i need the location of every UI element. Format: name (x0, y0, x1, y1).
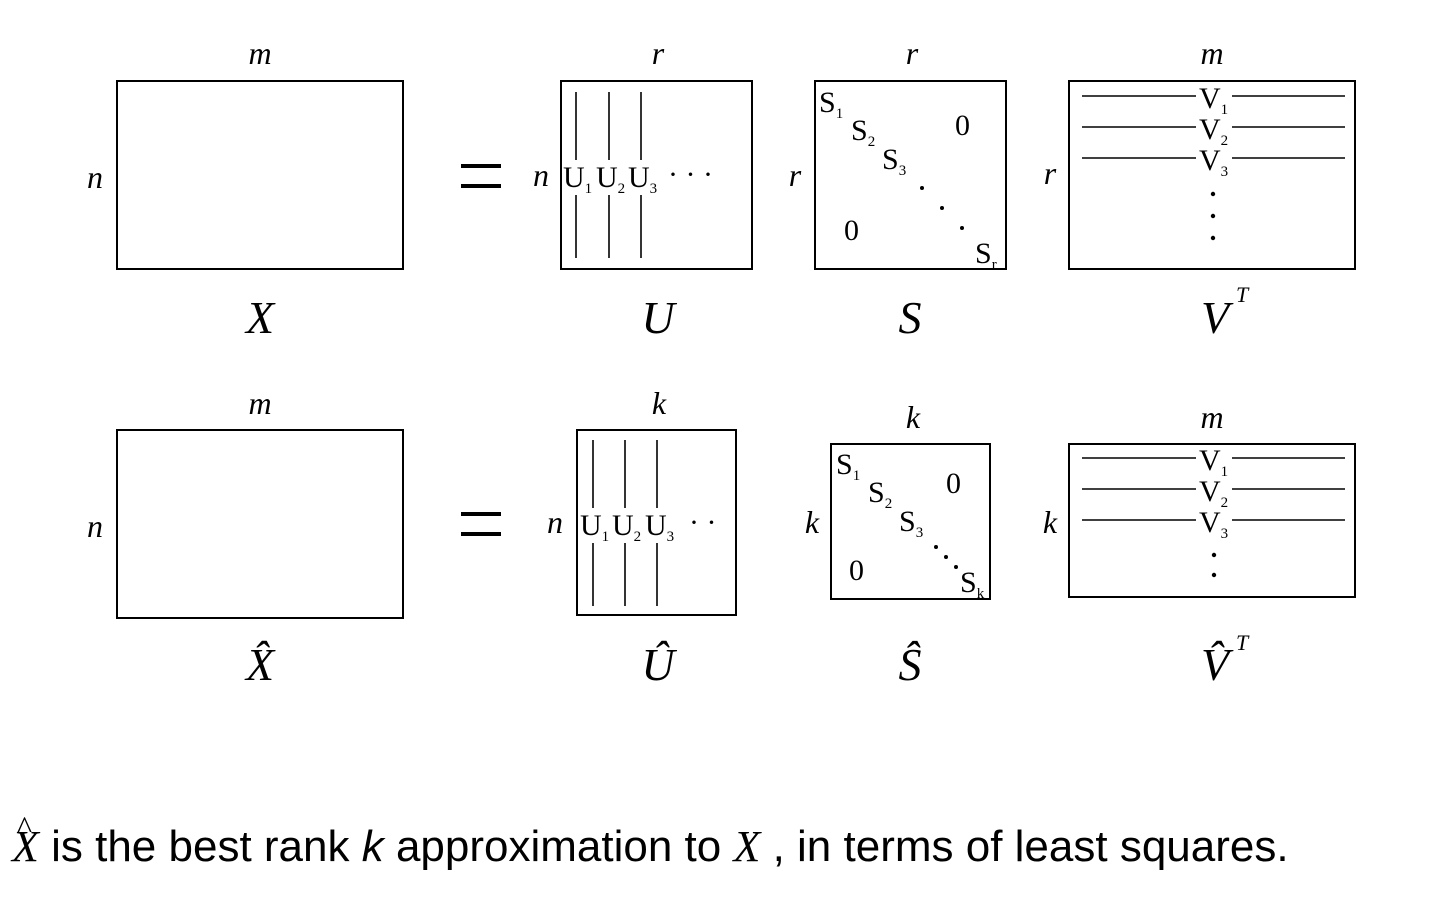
shat-diag-1: S1 (836, 448, 860, 484)
s-upper-zero: 0 (955, 109, 970, 142)
v-matrix-name: V (1201, 292, 1234, 343)
x-matrix-name: X (244, 292, 276, 343)
x-matrix-box (116, 80, 404, 270)
shat-rows-label: k (805, 504, 820, 540)
s-lower-zero: 0 (844, 214, 859, 247)
u-matrix-box (560, 80, 753, 270)
top-row: m n X r n U1 U2 U3 · · · U r r S1 S2 S3 (87, 35, 1356, 343)
s-diag-2: S2 (851, 114, 875, 150)
xhat-matrix-name: X̂ (244, 639, 276, 690)
v-cols-label: m (1200, 35, 1223, 71)
s-diag-3: S3 (882, 143, 906, 179)
svg-text:U1: U1 (563, 161, 592, 197)
caption-text-2: approximation to (383, 822, 734, 871)
shat-diag-2: S2 (868, 476, 892, 512)
vhat-superscript: T (1236, 630, 1250, 655)
s-rows-label: r (789, 157, 802, 193)
vhat-matrix-name: V̂ (1201, 639, 1234, 690)
uhat-ellipsis: · · (689, 506, 716, 539)
v-matrix-box (1068, 80, 1356, 270)
caption-var-2: X (733, 822, 761, 871)
s-cols-label: r (906, 35, 919, 71)
xhat-rows-label: n (87, 508, 103, 544)
xhat-cols-label: m (248, 385, 271, 421)
shat-matrix-box (830, 443, 991, 600)
uhat-rows-label: n (547, 504, 563, 540)
caption-text-3: , in terms of least squares. (760, 822, 1289, 871)
v-row-dots (1210, 191, 1216, 241)
shat-upper-zero: 0 (946, 467, 961, 500)
u-column-lines (575, 92, 642, 258)
u-column-label-2: U2 (596, 161, 625, 197)
svg-text:U3: U3 (628, 161, 657, 197)
shat-matrix-name: Ŝ (899, 639, 922, 690)
u-column-label-3: U3 (628, 161, 657, 197)
equals-sign-2 (461, 512, 501, 536)
s-diag-last: Sr (975, 237, 997, 273)
caption-xhat: ^ X (12, 809, 39, 882)
svg-text:U2: U2 (596, 161, 625, 197)
bottom-row: m n X̂ k n U1 U2 U3 · · Û k k S1 S2 S3 (87, 385, 1356, 690)
x-rows-label: n (87, 159, 103, 195)
v-rows-label: r (1044, 155, 1057, 191)
caption-text-1: is the best rank (38, 822, 362, 871)
shat-diag-last: Sk (960, 566, 985, 602)
uhat-column-label-3: U3 (645, 509, 674, 545)
uhat-column-lines (592, 440, 658, 606)
uhat-cols-label: k (652, 385, 667, 421)
s-diag-dots (920, 186, 964, 230)
u-column-label-1: U1 (563, 161, 592, 197)
xhat-matrix-box (116, 429, 404, 619)
vhat-cols-label: m (1200, 399, 1223, 435)
caption: ^ X is the best rank k approximation to X… (12, 809, 1442, 882)
caption-var: X (12, 822, 39, 871)
uhat-column-label-1: U1 (580, 509, 609, 545)
caption-k: k (361, 822, 384, 871)
caption-hat: ^ (17, 809, 33, 845)
s-diag-1: S1 (819, 86, 843, 122)
vhat-row-label-3: V3 (1199, 506, 1228, 542)
s-matrix-name: S (899, 292, 922, 343)
shat-diag-dots (934, 545, 958, 569)
u-rows-label: n (533, 157, 549, 193)
v-superscript: T (1236, 282, 1250, 307)
equals-sign (461, 164, 501, 188)
x-cols-label: m (248, 35, 271, 71)
v-row-lines (1082, 95, 1345, 159)
vhat-rows-label: k (1043, 504, 1058, 540)
shat-diag-3: S3 (899, 505, 923, 541)
u-matrix-name: U (641, 292, 677, 343)
vhat-row-lines (1082, 457, 1345, 521)
u-cols-label: r (652, 35, 665, 71)
shat-cols-label: k (906, 399, 921, 435)
vhat-row-dots (1211, 552, 1217, 578)
uhat-column-label-2: U2 (612, 509, 641, 545)
shat-lower-zero: 0 (849, 554, 864, 587)
vhat-matrix-box (1068, 443, 1356, 598)
v-row-label-3: V3 (1199, 144, 1228, 180)
s-matrix-box (814, 80, 1007, 270)
uhat-matrix-box (576, 429, 737, 616)
u-ellipsis: · · · (668, 158, 713, 191)
uhat-matrix-name: Û (641, 639, 677, 690)
